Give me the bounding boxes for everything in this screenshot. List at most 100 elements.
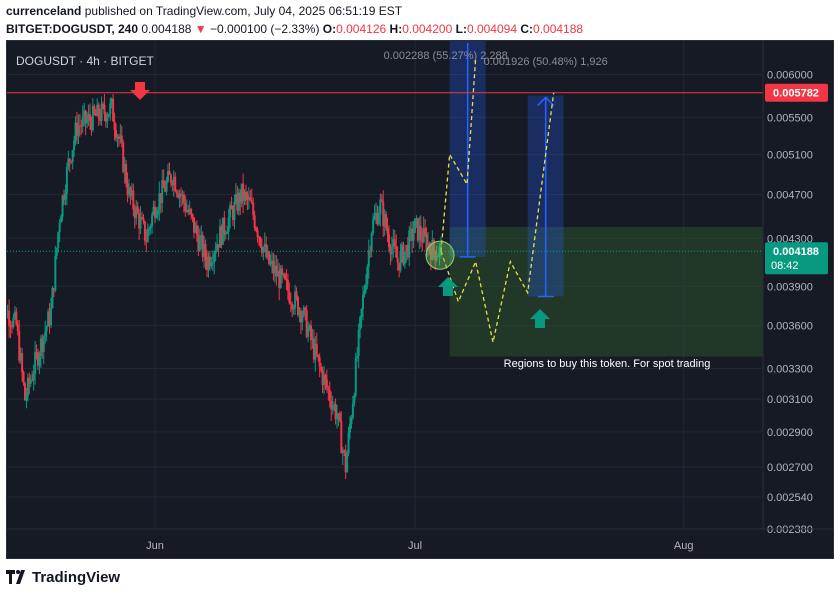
candle-body <box>301 315 304 323</box>
candle <box>229 201 232 229</box>
candle-body <box>214 250 217 254</box>
candle <box>268 250 271 266</box>
candle-body <box>125 164 128 184</box>
measure-label: 0.002288 (55.27%) 2,288 <box>384 50 508 62</box>
candle <box>148 226 151 236</box>
candles <box>0 93 442 479</box>
candle <box>263 232 266 253</box>
candle-body <box>392 239 395 247</box>
candle <box>370 231 373 258</box>
candle-body <box>262 247 265 253</box>
candle-body <box>347 432 350 454</box>
candle-body <box>83 110 86 117</box>
candle <box>253 210 256 232</box>
candle-body <box>259 237 262 247</box>
candle-body <box>6 310 9 317</box>
candle-body <box>139 217 142 229</box>
candle-body <box>344 452 347 473</box>
resistance-price-tag <box>765 83 828 102</box>
candle <box>115 123 117 142</box>
candle <box>208 251 211 271</box>
candle <box>275 255 278 286</box>
candle <box>246 191 249 211</box>
candle-body <box>232 209 234 220</box>
candle <box>350 414 353 429</box>
candle <box>354 352 357 398</box>
candle <box>247 187 250 210</box>
footer: TradingView <box>6 567 120 587</box>
candle <box>89 103 91 130</box>
publisher-name[interactable]: currenceland <box>6 4 82 18</box>
candle <box>34 340 37 385</box>
candle <box>113 112 116 141</box>
candle <box>375 202 377 224</box>
candle-body <box>310 325 312 341</box>
candle-body <box>70 161 73 163</box>
candle <box>438 243 441 266</box>
candle <box>78 113 81 137</box>
candle <box>327 385 330 401</box>
candle-body <box>373 216 376 220</box>
candle-body <box>216 243 219 251</box>
candle <box>259 236 262 249</box>
candle-body <box>15 311 18 325</box>
candle-body <box>359 317 362 330</box>
candle-body <box>239 192 242 204</box>
candle <box>314 336 317 372</box>
tradingview-logo-icon <box>6 570 25 584</box>
candle-body <box>169 174 172 183</box>
tradingview-brand[interactable]: TradingView <box>32 568 121 586</box>
candle-body <box>406 245 409 258</box>
candle-body <box>362 294 364 309</box>
candle-body <box>331 405 334 410</box>
candle-body <box>295 291 298 298</box>
candle <box>324 373 327 390</box>
candle-body <box>41 338 44 352</box>
candle-body <box>57 232 60 249</box>
candle <box>45 325 48 342</box>
candle <box>99 108 102 125</box>
candle <box>96 98 99 117</box>
candle-body <box>9 325 12 327</box>
candle-body <box>226 231 229 234</box>
candle-body <box>34 352 37 375</box>
candle <box>103 93 106 122</box>
candle-body <box>425 234 428 251</box>
candle <box>220 224 223 249</box>
candle <box>135 199 138 225</box>
chart-container[interactable]: 0.002288 (55.27%) 2,288 0.001926 (50.48%)… <box>0 40 834 559</box>
candle-body <box>294 291 297 309</box>
candle-body <box>403 251 406 265</box>
candle <box>162 169 165 189</box>
candle <box>195 220 198 242</box>
candle-body <box>177 193 180 198</box>
candle-body <box>90 120 93 130</box>
candle <box>262 246 265 261</box>
candle-body <box>393 239 396 247</box>
price-tick-label: 0.005500 <box>767 112 813 124</box>
candle <box>418 216 421 250</box>
candle <box>210 256 213 269</box>
candle-body <box>247 197 250 201</box>
candle-body <box>356 355 359 359</box>
candle-body <box>94 112 97 116</box>
candle-body <box>234 193 237 202</box>
ohlc-bar: BITGET:DOGUSDT, 240 0.004188 ▼ −0.000100… <box>6 22 583 36</box>
candle <box>389 244 392 265</box>
candle <box>338 411 341 423</box>
candle <box>233 194 236 230</box>
candle-body <box>341 450 344 454</box>
candle <box>198 228 201 252</box>
candle-body <box>227 217 230 232</box>
candle-body <box>37 352 39 366</box>
candle-body <box>302 307 305 316</box>
candle <box>77 114 80 145</box>
candle <box>383 209 386 236</box>
candle-body <box>180 193 182 196</box>
candle-body <box>324 374 327 380</box>
candle <box>269 254 272 267</box>
candle-body <box>102 103 104 105</box>
candle-body <box>333 404 336 406</box>
candle-body <box>161 180 164 204</box>
